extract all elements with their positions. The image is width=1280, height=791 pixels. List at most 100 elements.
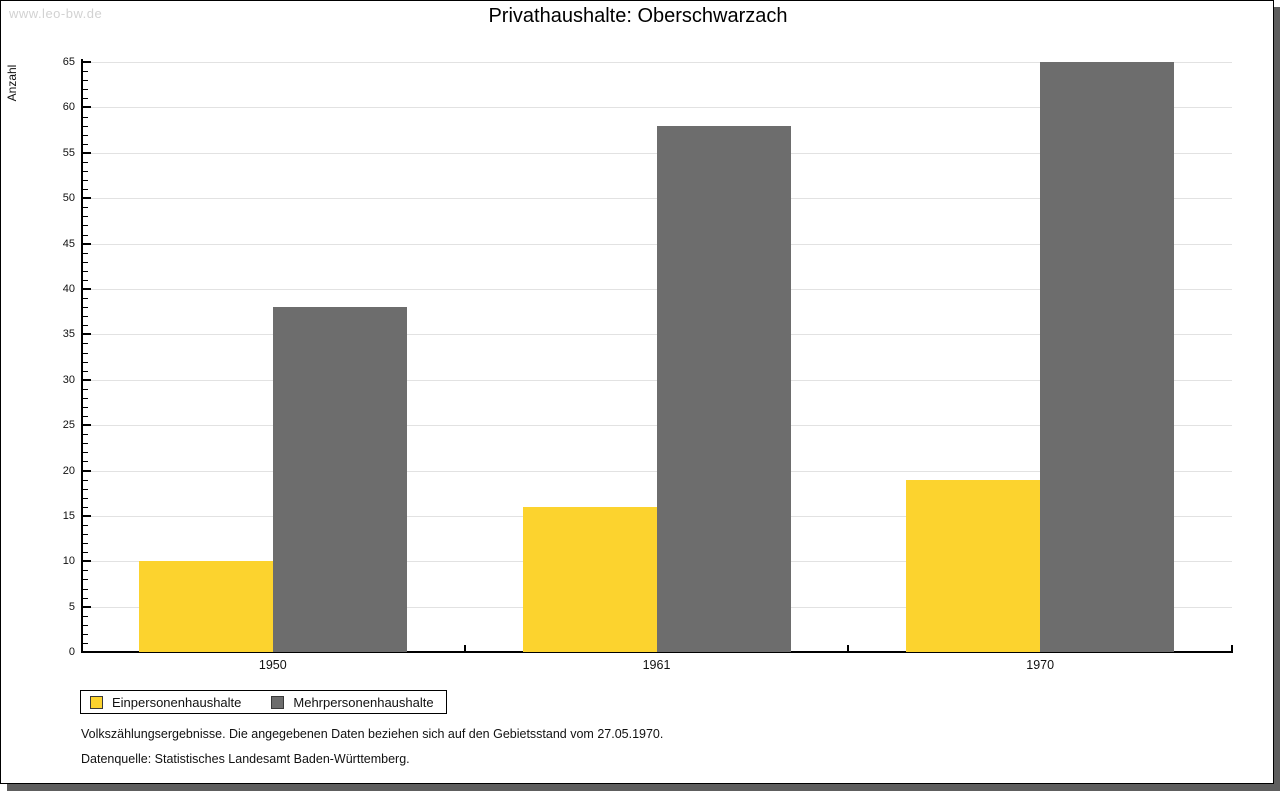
y-tick-21	[83, 461, 88, 463]
y-tick-11	[83, 552, 88, 554]
y-tick-53	[83, 170, 88, 172]
legend-label-1: Einpersonenhaushalte	[112, 694, 242, 710]
y-tick-4	[83, 615, 88, 617]
y-tick-65	[83, 61, 91, 63]
y-axis-line	[81, 59, 83, 653]
y-tick-41	[83, 279, 88, 281]
bar-mehrpersonenhaushalte-1950	[272, 307, 407, 652]
y-tick-47	[83, 225, 88, 227]
y-tick-62	[83, 89, 88, 91]
legend-item-1: Einpersonenhaushalte	[90, 695, 241, 710]
y-tick-63	[83, 80, 88, 82]
y-tick-28	[83, 397, 88, 399]
y-tick-24	[83, 434, 88, 436]
watermark: www.leo-bw.de	[9, 6, 103, 21]
y-tick-32	[83, 361, 88, 363]
y-tick-label-50: 50	[62, 192, 75, 205]
y-tick-25	[83, 424, 91, 427]
y-tick-14	[83, 524, 88, 526]
y-tick-18	[83, 488, 88, 490]
y-tick-29	[83, 388, 88, 390]
y-tick-46	[83, 234, 88, 236]
y-tick-38	[83, 307, 88, 309]
y-tick-15	[83, 514, 91, 517]
y-tick-34	[83, 343, 88, 345]
y-tick-48	[83, 216, 88, 218]
y-tick-43	[83, 261, 88, 263]
gridline-60	[83, 107, 1232, 109]
y-tick-3	[83, 624, 88, 626]
y-tick-19	[83, 479, 88, 481]
y-tick-59	[83, 116, 88, 118]
y-tick-39	[83, 298, 88, 299]
y-tick-label-65: 65	[62, 56, 75, 68]
bar-mehrpersonenhaushalte-1970	[1040, 62, 1175, 652]
y-tick-50	[83, 197, 91, 200]
y-tick-51	[83, 189, 88, 191]
bar-einpersonenhaushalte-1970	[906, 479, 1041, 652]
y-tick-33	[83, 352, 88, 354]
legend-swatch-2	[271, 695, 285, 709]
x-boundary-tick-2	[847, 645, 850, 651]
x-category-label-1961: 1961	[642, 658, 671, 672]
bar-einpersonenhaushalte-1961	[522, 506, 657, 652]
y-tick-label-55: 55	[62, 146, 75, 159]
y-tick-7	[83, 588, 88, 590]
legend-label-2: Mehrpersonenhaushalte	[293, 694, 434, 710]
y-tick-56	[83, 143, 88, 145]
y-tick-60	[83, 106, 91, 109]
y-axis-label: Anzahl	[5, 64, 19, 102]
y-tick-label-10: 10	[62, 555, 75, 568]
chart-title: Privathaushalte: Oberschwarzach	[488, 5, 788, 27]
legend: Einpersonenhaushalte Mehrpersonenhaushalt…	[80, 690, 447, 714]
y-tick-17	[83, 497, 88, 499]
y-tick-58	[83, 125, 88, 127]
y-tick-22	[83, 452, 88, 454]
footer-note: Volkszählungsergebnisse. Die angegebenen…	[81, 727, 664, 741]
y-tick-12	[83, 543, 88, 545]
y-tick-45	[83, 242, 91, 245]
y-tick-6	[83, 597, 88, 599]
y-tick-57	[83, 134, 88, 136]
x-boundary-tick-3	[1231, 645, 1233, 651]
y-tick-9	[83, 570, 88, 572]
legend-item-2: Mehrpersonenhaushalte	[271, 694, 434, 710]
y-tick-8	[83, 579, 88, 581]
y-tick-label-40: 40	[62, 282, 75, 295]
gridline-65	[83, 62, 1232, 63]
y-tick-2	[83, 633, 88, 635]
y-tick-61	[83, 98, 88, 100]
y-tick-35	[83, 333, 91, 336]
y-tick-label-25: 25	[62, 419, 75, 432]
y-tick-label-0: 0	[68, 646, 75, 658]
y-tick-40	[83, 287, 91, 290]
legend-swatch-1	[90, 695, 103, 709]
y-tick-label-30: 30	[62, 373, 75, 386]
y-tick-23	[83, 443, 88, 445]
bar-mehrpersonenhaushalte-1961	[656, 125, 791, 652]
y-tick-label-15: 15	[62, 509, 75, 522]
y-tick-label-60: 60	[62, 101, 75, 114]
y-tick-49	[83, 207, 88, 209]
y-tick-5	[83, 605, 91, 608]
y-tick-36	[83, 325, 88, 327]
y-tick-42	[83, 270, 88, 272]
y-tick-64	[83, 71, 88, 73]
y-tick-31	[83, 370, 88, 372]
y-tick-27	[83, 406, 88, 408]
y-tick-44	[83, 252, 88, 254]
y-tick-37	[83, 316, 88, 318]
y-tick-54	[83, 161, 88, 163]
footer-source: Datenquelle: Statistisches Landesamt Bad…	[81, 752, 410, 766]
x-category-label-1970: 1970	[1026, 658, 1055, 672]
y-tick-label-45: 45	[62, 237, 75, 250]
y-tick-55	[83, 151, 91, 154]
x-axis-line	[81, 651, 1233, 653]
y-tick-26	[83, 416, 88, 417]
bar-einpersonenhaushalte-1950	[138, 561, 273, 652]
y-tick-10	[83, 560, 91, 563]
y-tick-label-20: 20	[62, 464, 75, 477]
y-tick-label-35: 35	[62, 328, 75, 341]
y-tick-16	[83, 506, 88, 508]
